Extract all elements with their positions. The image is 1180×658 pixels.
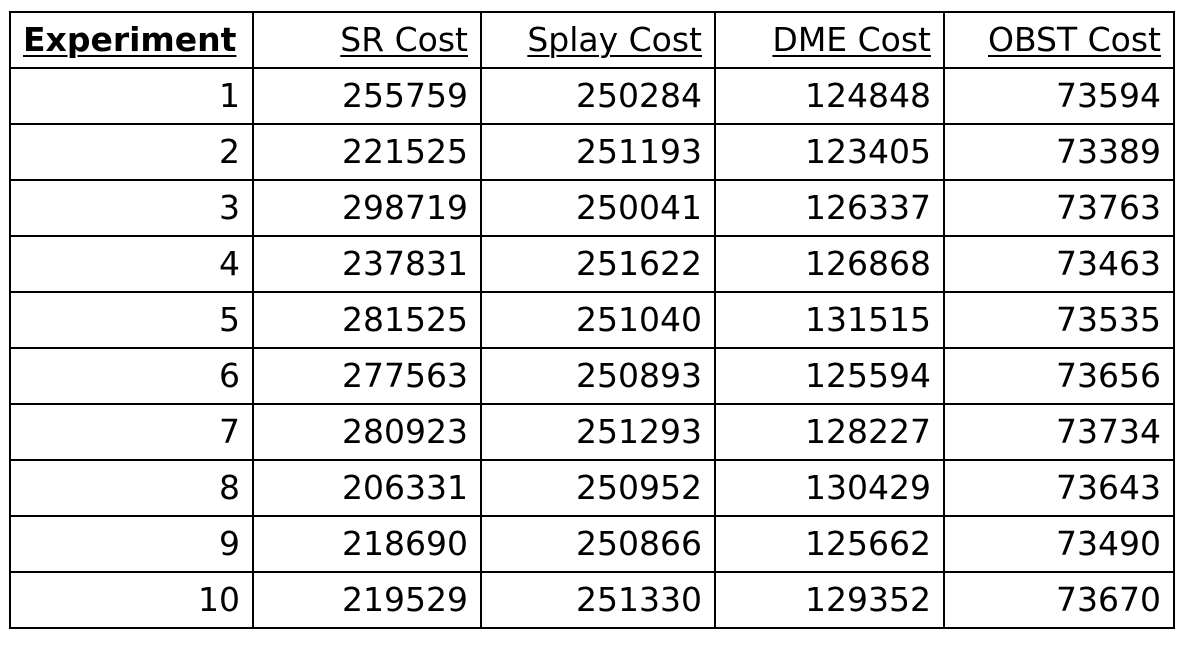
dme-cost-cell: 128227 — [714, 403, 945, 461]
splay-cost-cell: 250952 — [480, 459, 716, 517]
sr-cost-cell: 280923 — [252, 403, 482, 461]
table-row: 6 277563 250893 125594 73656 — [9, 347, 1175, 405]
sr-cost-cell: 277563 — [252, 347, 482, 405]
splay-cost-cell: 251040 — [480, 291, 716, 349]
dme-cost-cell: 125594 — [714, 347, 945, 405]
obst-cost-cell: 73643 — [943, 459, 1175, 517]
sr-cost-cell: 219529 — [252, 571, 482, 629]
obst-cost-cell: 73535 — [943, 291, 1175, 349]
table-body: 1 255759 250284 124848 73594 2 221525 251193 123… — [9, 67, 1175, 629]
table-row: 5 281525 251040 131515 73535 — [9, 291, 1175, 349]
dme-cost-cell: 129352 — [714, 571, 945, 629]
splay-cost-cell: 251193 — [480, 123, 716, 181]
splay-cost-cell: 250866 — [480, 515, 716, 573]
experiment-cell: 5 — [9, 291, 254, 349]
obst-cost-cell: 73670 — [943, 571, 1175, 629]
experiment-cell: 2 — [9, 123, 254, 181]
sr-cost-cell: 255759 — [252, 67, 482, 125]
dme-cost-cell: 126868 — [714, 235, 945, 293]
obst-cost-cell: 73734 — [943, 403, 1175, 461]
header-row: Experiment SR Cost Splay Cost DME Cost O… — [9, 11, 1175, 69]
experiment-cell: 8 — [9, 459, 254, 517]
experiment-cell: 6 — [9, 347, 254, 405]
header-obst-cost: OBST Cost — [943, 11, 1175, 69]
splay-cost-cell: 251330 — [480, 571, 716, 629]
experiment-cell: 4 — [9, 235, 254, 293]
sr-cost-cell: 206331 — [252, 459, 482, 517]
obst-cost-cell: 73463 — [943, 235, 1175, 293]
experiment-cell: 3 — [9, 179, 254, 237]
table-row: 9 218690 250866 125662 73490 — [9, 515, 1175, 573]
table-row: 2 221525 251193 123405 73389 — [9, 123, 1175, 181]
table-row: 3 298719 250041 126337 73763 — [9, 179, 1175, 237]
splay-cost-cell: 250284 — [480, 67, 716, 125]
table-row: 1 255759 250284 124848 73594 — [9, 67, 1175, 125]
dme-cost-cell: 124848 — [714, 67, 945, 125]
sr-cost-cell: 298719 — [252, 179, 482, 237]
table-row: 8 206331 250952 130429 73643 — [9, 459, 1175, 517]
sr-cost-cell: 237831 — [252, 235, 482, 293]
obst-cost-cell: 73389 — [943, 123, 1175, 181]
splay-cost-cell: 250041 — [480, 179, 716, 237]
dme-cost-cell: 130429 — [714, 459, 945, 517]
dme-cost-cell: 123405 — [714, 123, 945, 181]
header-dme-cost: DME Cost — [714, 11, 945, 69]
cost-table-container: Experiment SR Cost Splay Cost DME Cost O… — [9, 11, 1175, 629]
header-splay-cost: Splay Cost — [480, 11, 716, 69]
header-experiment: Experiment — [9, 11, 254, 69]
obst-cost-cell: 73490 — [943, 515, 1175, 573]
obst-cost-cell: 73594 — [943, 67, 1175, 125]
obst-cost-cell: 73656 — [943, 347, 1175, 405]
table-row: 4 237831 251622 126868 73463 — [9, 235, 1175, 293]
splay-cost-cell: 251293 — [480, 403, 716, 461]
table-row: 7 280923 251293 128227 73734 — [9, 403, 1175, 461]
dme-cost-cell: 131515 — [714, 291, 945, 349]
cost-table: Experiment SR Cost Splay Cost DME Cost O… — [9, 11, 1175, 629]
splay-cost-cell: 251622 — [480, 235, 716, 293]
table-row: 10 219529 251330 129352 73670 — [9, 571, 1175, 629]
splay-cost-cell: 250893 — [480, 347, 716, 405]
experiment-cell: 9 — [9, 515, 254, 573]
sr-cost-cell: 221525 — [252, 123, 482, 181]
dme-cost-cell: 126337 — [714, 179, 945, 237]
header-sr-cost: SR Cost — [252, 11, 482, 69]
obst-cost-cell: 73763 — [943, 179, 1175, 237]
experiment-cell: 10 — [9, 571, 254, 629]
experiment-cell: 1 — [9, 67, 254, 125]
experiment-cell: 7 — [9, 403, 254, 461]
dme-cost-cell: 125662 — [714, 515, 945, 573]
sr-cost-cell: 281525 — [252, 291, 482, 349]
sr-cost-cell: 218690 — [252, 515, 482, 573]
